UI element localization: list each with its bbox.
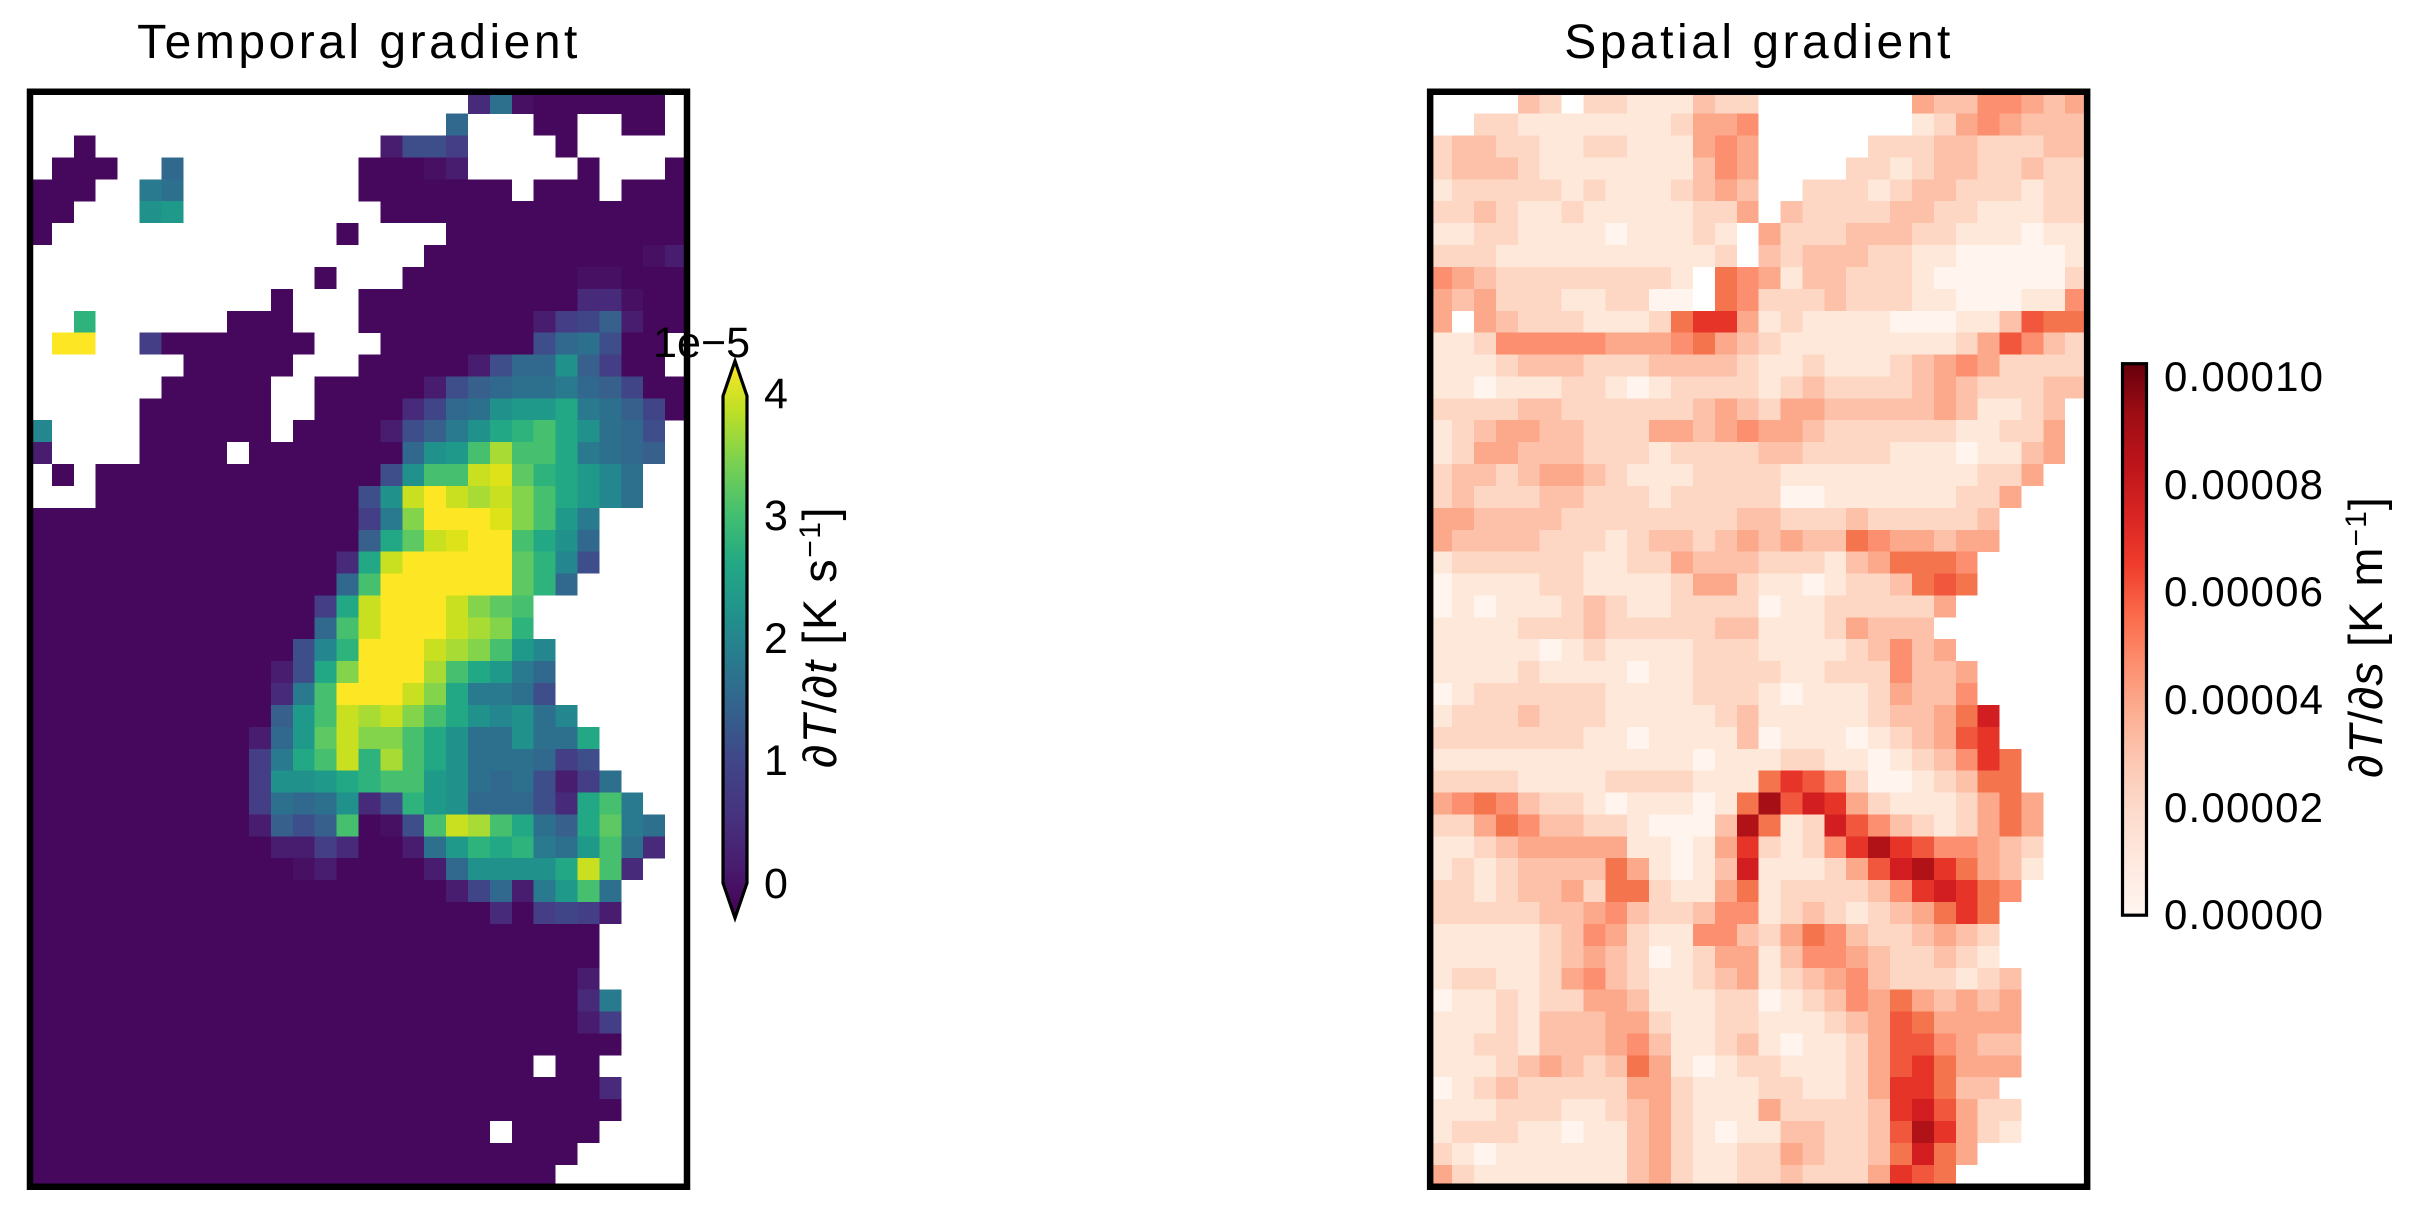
svg-text:∂T/∂s [K m−1]: ∂T/∂s [K m−1] bbox=[2339, 496, 2392, 778]
svg-text:2: 2 bbox=[764, 615, 788, 663]
svg-text:0.00000: 0.00000 bbox=[2164, 891, 2324, 938]
svg-text:3: 3 bbox=[764, 492, 788, 540]
svg-text:0.00002: 0.00002 bbox=[2164, 784, 2324, 831]
svg-text:1e−5: 1e−5 bbox=[653, 319, 750, 367]
svg-text:4: 4 bbox=[764, 370, 788, 418]
svg-text:0.00008: 0.00008 bbox=[2164, 461, 2324, 508]
svg-text:Spatial gradient: Spatial gradient bbox=[1564, 16, 1954, 69]
svg-text:Temporal gradient: Temporal gradient bbox=[137, 16, 581, 69]
svg-text:1: 1 bbox=[764, 737, 788, 785]
svg-text:0.00010: 0.00010 bbox=[2164, 353, 2324, 400]
svg-text:0.00006: 0.00006 bbox=[2164, 568, 2324, 615]
svg-text:0.00004: 0.00004 bbox=[2164, 676, 2324, 723]
svg-text:0: 0 bbox=[764, 860, 788, 908]
